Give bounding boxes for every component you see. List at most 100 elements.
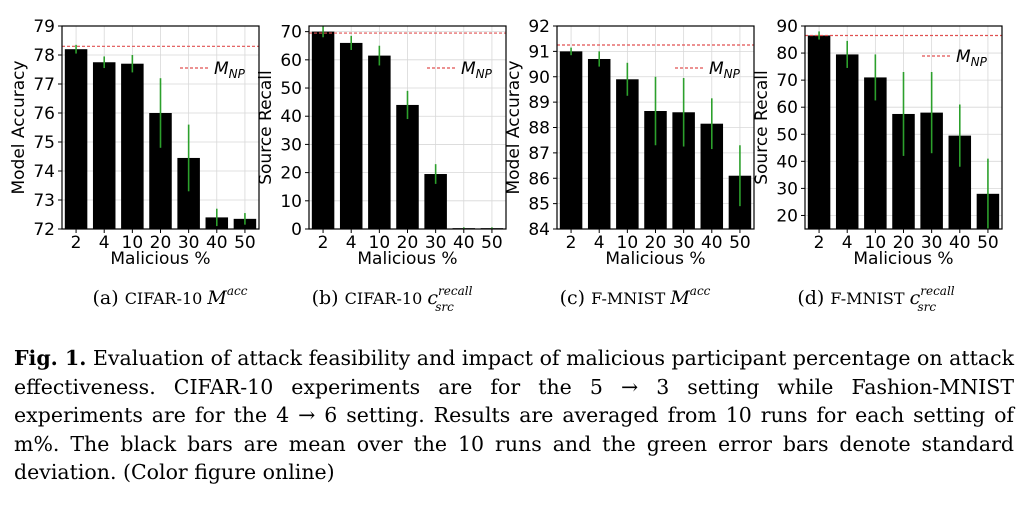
x-tick-label: 10 [865,233,887,253]
y-axis-label: Model Accuracy [504,60,524,194]
y-tick-label: 60 [280,51,302,71]
x-tick-label: 20 [645,233,667,253]
y-tick-label: 60 [776,98,798,118]
y-tick-label: 40 [280,107,302,127]
caption-text: Evaluation of attack feasibility and imp… [14,346,1014,484]
bar [396,104,419,229]
y-tick-label: 84 [528,220,550,240]
y-tick-label: 91 [528,42,550,62]
bar [892,113,915,229]
x-tick-label: 4 [594,233,605,253]
x-axis-label: Malicious % [605,249,705,269]
legend-label: MNP [461,59,493,81]
y-tick-label: 70 [280,23,302,43]
y-tick-label: 74 [33,162,55,182]
x-tick-label: 50 [977,233,999,253]
y-axis-label: Source Recall [752,70,772,185]
x-tick-label: 10 [122,233,144,253]
bar [311,31,335,230]
bar [616,79,639,229]
figure-caption: Fig. 1. Evaluation of attack feasibility… [14,344,1014,487]
bar [835,54,859,229]
bar [700,123,724,229]
y-tick-label: 90 [776,17,798,37]
y-tick-label: 76 [33,104,55,124]
x-tick-label: 40 [949,233,971,253]
y-tick-label: 85 [528,195,550,215]
x-tick-label: 4 [346,233,357,253]
x-tick-label: 30 [673,233,695,253]
x-tick-label: 40 [701,233,723,253]
bar [424,174,447,229]
y-tick-label: 87 [528,144,550,164]
y-tick-label: 92 [528,17,550,37]
x-tick-label: 2 [814,233,825,253]
x-tick-label: 50 [729,233,751,253]
bar [149,113,172,229]
bar [559,51,583,229]
y-tick-label: 79 [33,17,55,37]
bar [948,135,972,229]
y-tick-label: 72 [33,220,55,240]
bar [121,63,144,230]
y-tick-label: 78 [33,46,55,66]
bar [177,157,200,229]
y-tick-label: 20 [776,206,798,226]
legend-label: MNP [709,59,741,81]
bar [92,62,116,229]
x-tick-label: 2 [318,233,329,253]
legend-label: MNP [214,59,246,81]
x-tick-label: 40 [206,233,228,253]
x-axis-label: Malicious % [853,249,953,269]
y-tick-label: 89 [528,93,550,113]
chart-panel: 72 73 74 75 76 77 78 79 2 4 10 20 30 40 50 Malicious % M… [9,17,260,309]
y-tick-label: 30 [280,135,302,155]
x-tick-label: 4 [842,233,853,253]
y-tick-label: 88 [528,119,550,139]
bar [587,58,611,229]
y-tick-label: 86 [528,169,550,189]
bar [644,111,667,229]
subfigure-caption: (b) CIFAR-10 crecall src [312,284,473,314]
y-tick-label: 20 [280,164,302,184]
x-tick-label: 50 [481,233,503,253]
y-tick-label: 10 [280,192,302,212]
chart-panel: 20 30 40 50 60 70 80 90 2 4 10 20 30 40 50 Malicious % S… [752,17,1003,314]
bar [339,42,363,229]
x-tick-label: 20 [893,233,915,253]
y-tick-label: 77 [33,75,55,95]
y-tick-label: 50 [776,125,798,145]
x-tick-label: 40 [453,233,475,253]
bar [864,77,887,229]
legend-label: MNP [956,47,988,69]
x-axis-label: Malicious % [357,249,457,269]
x-tick-label: 10 [369,233,391,253]
y-tick-label: 70 [776,71,798,91]
x-tick-label: 2 [71,233,82,253]
x-axis-label: Malicious % [110,249,210,269]
bar [920,112,943,229]
bar [64,49,88,230]
x-tick-label: 50 [234,233,256,253]
y-axis-label: Model Accuracy [9,60,29,194]
x-tick-label: 30 [921,233,943,253]
x-tick-label: 2 [566,233,577,253]
x-tick-label: 4 [99,233,110,253]
y-tick-label: 50 [280,79,302,99]
subfigure-caption: (a) CIFAR-10 Macc [92,284,247,309]
bar [807,35,831,230]
y-tick-label: 90 [528,68,550,88]
y-axis-label: Source Recall [256,70,276,185]
bar [368,55,391,229]
chart-panel: 84 85 86 87 88 89 90 91 92 2 4 10 20 30 40 50 Malicious … [504,17,755,309]
x-tick-label: 20 [150,233,172,253]
x-tick-label: 30 [178,233,200,253]
y-tick-label: 40 [776,152,798,172]
chart-panel: 0 10 20 30 40 50 60 70 2 4 10 20 30 40 50 Malicious % So… [256,23,507,314]
x-tick-label: 20 [397,233,419,253]
subfigure-caption: (d) F-MNIST crecall src [797,284,954,314]
bar [672,112,695,229]
y-tick-label: 0 [291,220,302,240]
x-tick-label: 10 [617,233,639,253]
